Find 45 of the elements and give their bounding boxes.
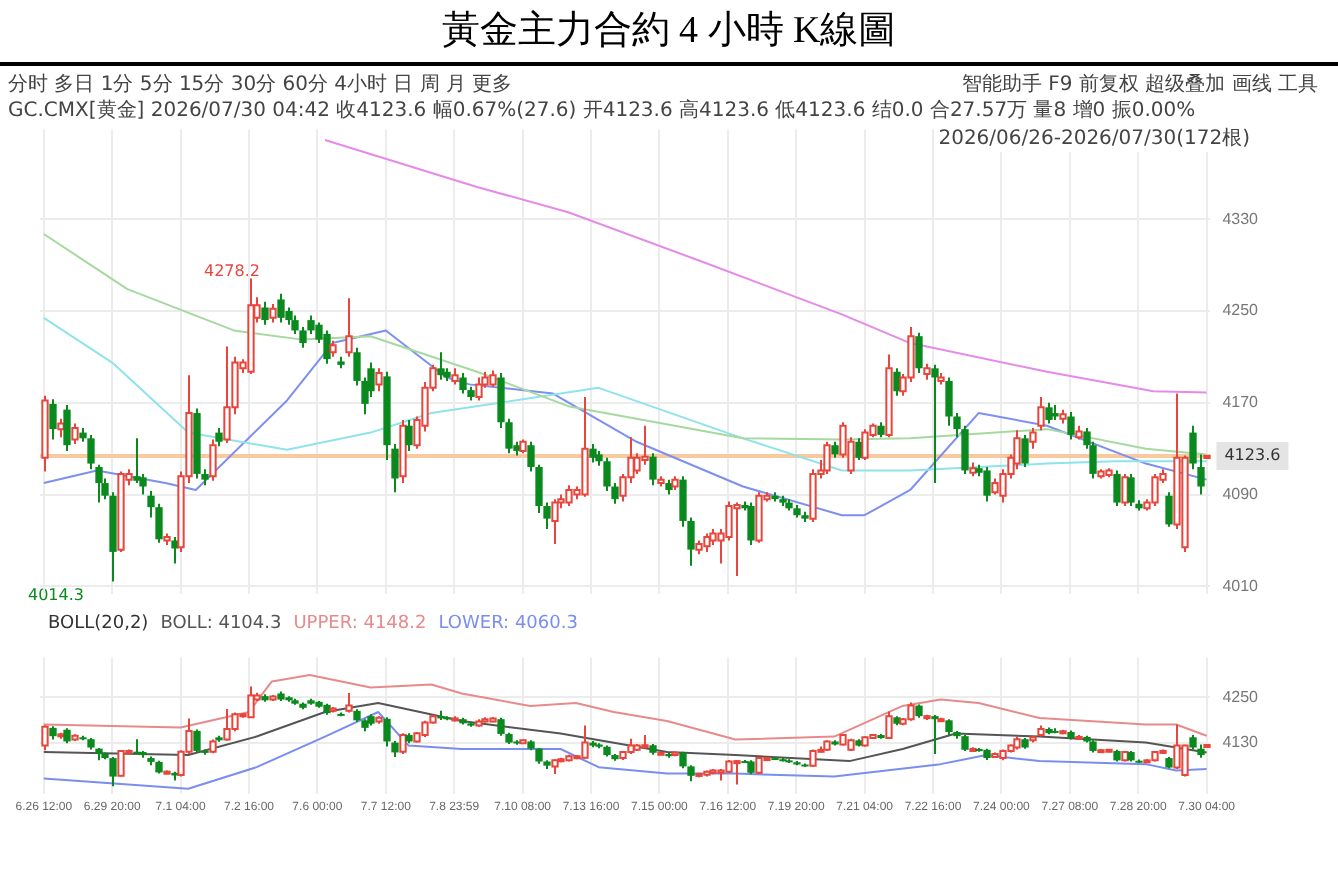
annotation: 2026/06/26-2026/07/30(172根): [938, 124, 1250, 152]
candlestick: [261, 300, 269, 326]
candlestick: [589, 443, 597, 464]
candlestick: [931, 363, 939, 485]
text: LOWER: 4060.3: [438, 614, 578, 634]
y-tick-label: 4090: [1222, 484, 1260, 503]
y-tick-label: 4170: [1222, 393, 1260, 412]
candlestick: [1127, 472, 1135, 508]
chart-subtitle: BOLL(20,2): [48, 614, 149, 634]
candlestick: [649, 452, 657, 487]
candlestick: [1165, 491, 1173, 528]
chart-title: 黃金主力合約 4 小時 K線圖: [0, 4, 1338, 66]
candlestick: [277, 292, 285, 324]
candlestick: [747, 501, 755, 547]
y-tick-label: 4330: [1222, 209, 1260, 228]
candlestick: [383, 716, 391, 748]
candlestick: [323, 329, 331, 365]
text: 分时 多日 1分 5分 15分 30分 60分 4小时 日 周 月 更多: [8, 71, 513, 98]
text: 智能助手 F9 前复权 超级叠加 画线 工具: [961, 71, 1318, 98]
candlestick: [915, 331, 923, 374]
y-tick-label: 4250: [1222, 687, 1260, 706]
annotation: 4014.3: [28, 586, 84, 604]
candlestick: [1067, 410, 1075, 441]
candlestick: [193, 728, 201, 754]
candlestick: [931, 714, 939, 755]
candlestick: [497, 716, 505, 737]
candlestick: [63, 404, 71, 452]
y-tick-label: 4010: [1222, 576, 1260, 595]
y-tick-label: 4130: [1222, 733, 1260, 752]
text: UPPER: 4148.2: [293, 614, 427, 634]
annotation: 4278.2: [204, 262, 260, 280]
candlestick: [459, 371, 467, 395]
candlestick: [109, 755, 117, 788]
candlestick: [405, 418, 413, 452]
candlestick: [215, 426, 223, 448]
candlestick: [1113, 469, 1121, 508]
text: GC.CMX[黄金] 2026/07/30 04:42 收4123.6 幅0.67%(27.6) 开4123.6 高4123.6 低4123.6 结0.0 合27.57万 量8 增0 振0.00%: [8, 97, 1196, 124]
candlestick: [1045, 401, 1053, 425]
ref-line-label: 4123.6: [1224, 446, 1281, 465]
candlestick: [983, 466, 991, 503]
text: BOLL: 4104.3: [160, 614, 282, 634]
candlestick: [1021, 433, 1029, 469]
y-tick-label: 4250: [1222, 301, 1260, 320]
candlestick: [49, 398, 57, 441]
candlestick: [437, 351, 445, 381]
